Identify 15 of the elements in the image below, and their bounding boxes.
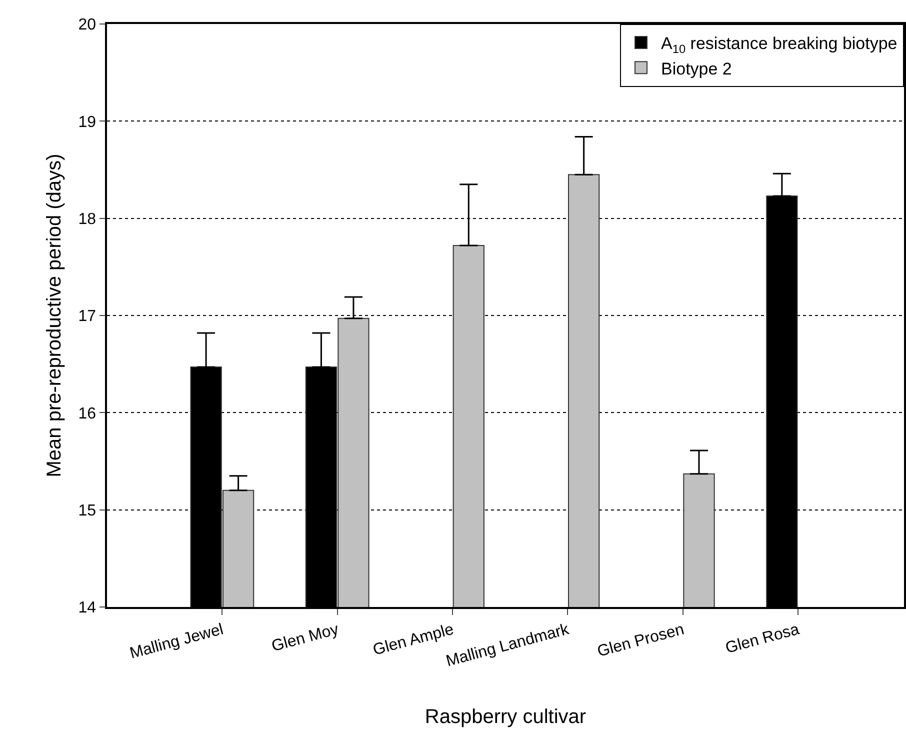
y-tick-label: 20 [78, 16, 96, 34]
y-axis-title: Mean pre-reproductive period (days) [43, 154, 66, 478]
y-tick-label: 19 [78, 114, 96, 131]
y-tick-label: 15 [78, 502, 96, 520]
x-tick-label: Glen Moy [270, 621, 340, 656]
legend-label: Biotype 2 [661, 59, 732, 78]
y-tick-label: 18 [78, 210, 96, 228]
x-axis-title: Raspberry cultivar [424, 706, 586, 728]
x-tick-label: Malling Jewel [128, 621, 226, 662]
y-tick-label: 17 [78, 308, 96, 326]
x-tick-label: Glen Rosa [724, 621, 802, 658]
legend-label: A$_{10}$ resistance breaking biotype [661, 34, 898, 56]
y-tick-label: 14 [78, 600, 96, 617]
x-tick-label: Glen Prosen [596, 621, 686, 661]
y-tick-label: 16 [78, 405, 96, 422]
